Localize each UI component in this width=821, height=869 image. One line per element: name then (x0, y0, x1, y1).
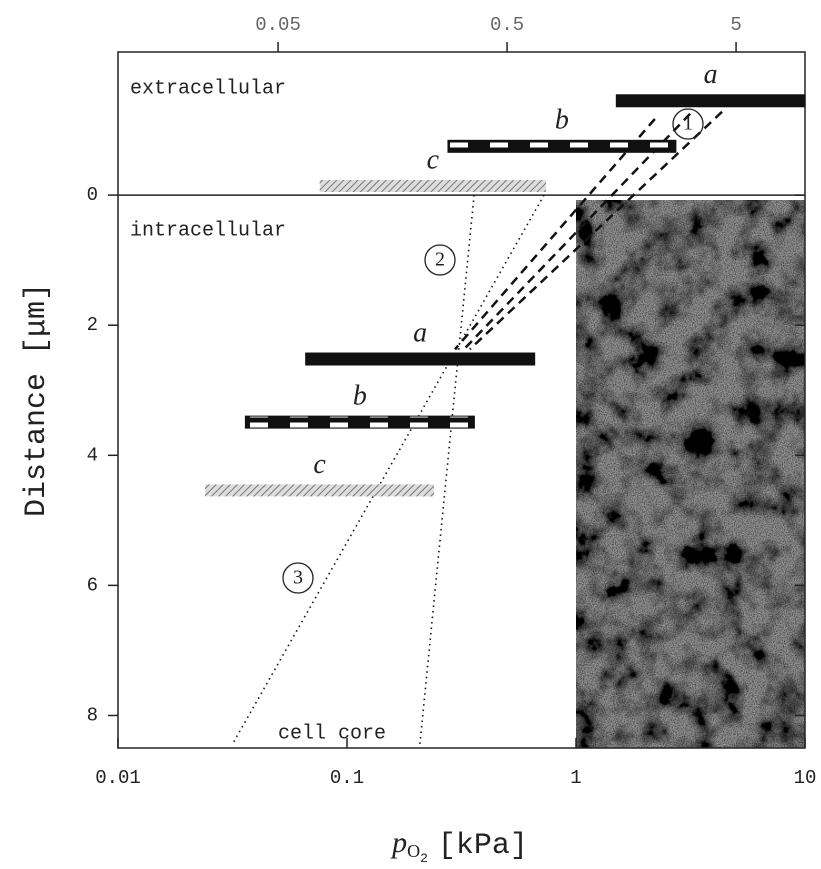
range-bar (319, 179, 547, 192)
x-tick-label: 10 (794, 767, 817, 789)
region-label: extracellular (130, 77, 286, 100)
annotation-circle (672, 108, 704, 140)
x-tick-label: 0.1 (330, 767, 364, 789)
bar-label: b (555, 105, 569, 136)
region-label: intracellular (130, 219, 286, 242)
x-axis-title: pO2 [kPa] (390, 826, 528, 867)
range-bar (244, 415, 475, 429)
x-tick-label: 1 (570, 767, 581, 789)
profile-line (231, 194, 545, 746)
annotation: 3 (293, 567, 303, 589)
range-bar (305, 352, 536, 366)
bar-label: b (353, 381, 367, 412)
y-tick-label: 2 (87, 314, 98, 336)
y-tick-label: 4 (87, 444, 98, 466)
x2-tick-label: 0.5 (490, 14, 524, 36)
bar-label: a (413, 317, 427, 348)
range-bar (205, 484, 435, 497)
profile-line (461, 112, 692, 353)
annotation: 1 (683, 113, 693, 135)
x-label-unit: [kPa] (438, 829, 528, 863)
annotation-circle (282, 562, 314, 594)
plot-frame (117, 51, 806, 749)
micrograph (576, 200, 805, 748)
x-tick-label: 0.01 (95, 767, 141, 789)
y-axis-title: Distance [μm] (20, 283, 54, 517)
annotation: 2 (435, 249, 445, 271)
bar-label: c (427, 144, 440, 175)
x-label-sub: O (407, 841, 420, 861)
y-tick-label: 0 (87, 184, 98, 206)
range-bar (615, 94, 806, 108)
bar-label: c (313, 449, 326, 480)
x2-tick-label: 0.05 (255, 14, 301, 36)
annotation-circle (424, 244, 456, 276)
profile-line (419, 195, 475, 745)
bar-label: a (704, 59, 718, 90)
range-bar (447, 139, 677, 153)
y-tick-label: 8 (87, 704, 98, 726)
x2-tick-label: 5 (730, 14, 741, 36)
x-label-subsub: 2 (420, 851, 428, 866)
profile-line (469, 110, 723, 351)
y-tick-label: 6 (87, 574, 98, 596)
region-label: cell core (278, 722, 386, 745)
profile-line (453, 118, 656, 351)
x-label-symbol: p (390, 826, 407, 859)
